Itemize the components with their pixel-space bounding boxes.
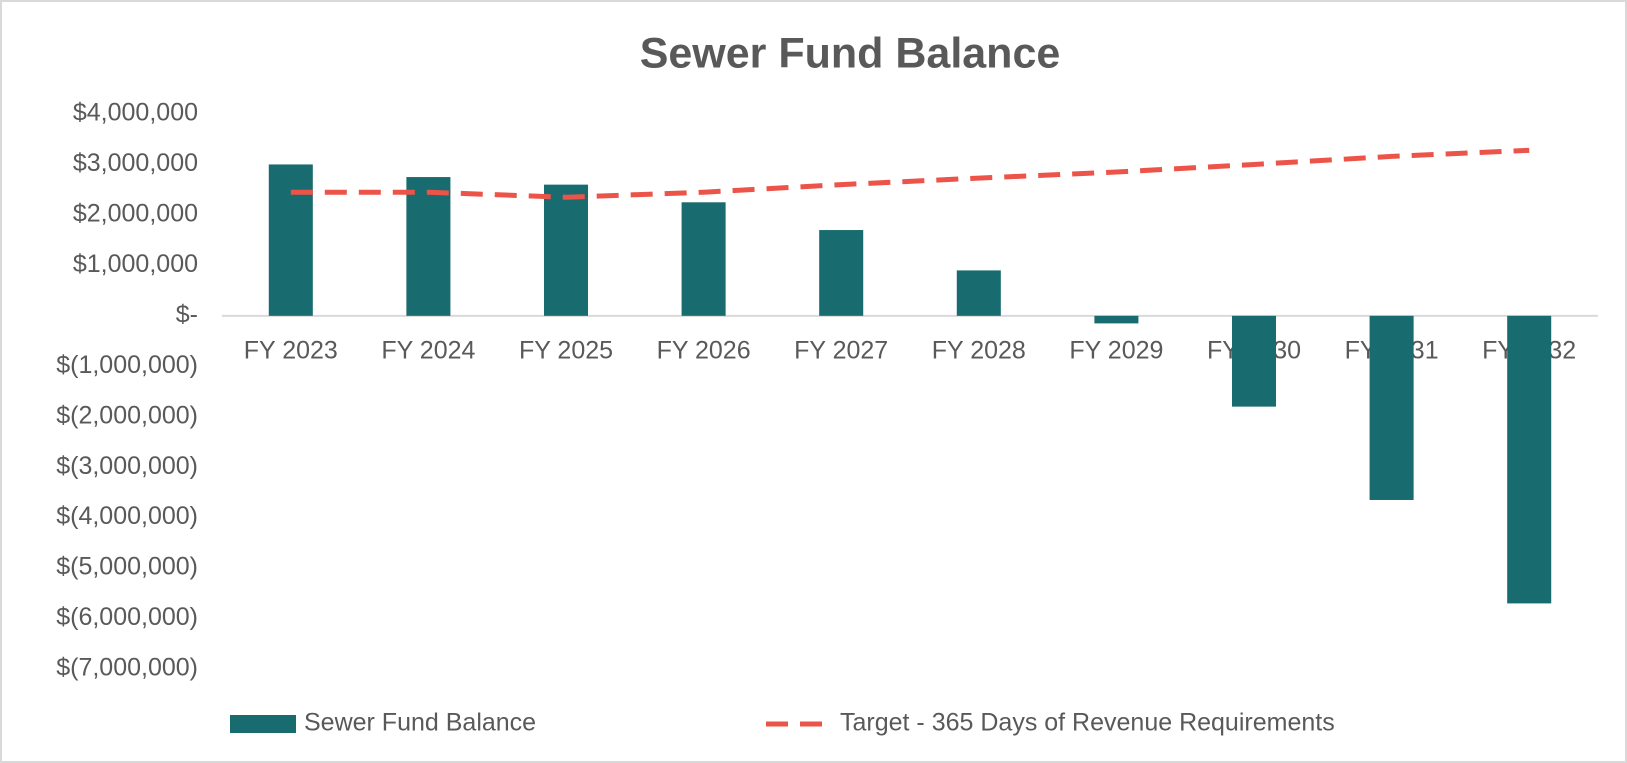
x-tick-label: FY 2025 <box>519 336 613 364</box>
bar <box>1507 315 1552 604</box>
legend-label: Target - 365 Days of Revenue Requirement… <box>840 709 1335 737</box>
y-tick-label: $(1,000,000) <box>56 351 198 379</box>
target-line <box>290 147 1530 200</box>
x-tick-label: FY 2029 <box>1069 336 1163 364</box>
y-tick-label: $(5,000,000) <box>56 553 198 581</box>
bar <box>1369 315 1414 500</box>
bar <box>406 177 451 316</box>
y-tick-label: $(3,000,000) <box>56 452 198 480</box>
x-tick-label: FY 2027 <box>794 336 888 364</box>
y-tick-label: $(4,000,000) <box>56 502 198 530</box>
y-tick-label: $- <box>176 300 198 328</box>
bar <box>956 270 1001 316</box>
legend-swatch <box>230 715 296 733</box>
bar <box>819 230 864 316</box>
y-tick-label: $3,000,000 <box>73 149 198 177</box>
chart-title: Sewer Fund Balance <box>640 29 1061 77</box>
x-tick-label: FY 2024 <box>381 336 475 364</box>
bar <box>681 202 726 316</box>
bar <box>1094 315 1139 324</box>
x-tick-label: FY 2026 <box>657 336 751 364</box>
y-tick-label: $(2,000,000) <box>56 401 198 429</box>
bar <box>543 184 589 316</box>
legend-label: Sewer Fund Balance <box>304 709 536 737</box>
y-tick-label: $4,000,000 <box>73 99 198 127</box>
x-tick-label: FY 2023 <box>244 336 338 364</box>
bar <box>1231 315 1277 407</box>
y-tick-label: $(6,000,000) <box>56 603 198 631</box>
x-tick-label: FY 2028 <box>932 336 1026 364</box>
bar <box>268 164 313 316</box>
y-tick-label: $(7,000,000) <box>56 654 198 682</box>
y-tick-label: $2,000,000 <box>73 200 198 228</box>
y-tick-label: $1,000,000 <box>73 250 198 278</box>
